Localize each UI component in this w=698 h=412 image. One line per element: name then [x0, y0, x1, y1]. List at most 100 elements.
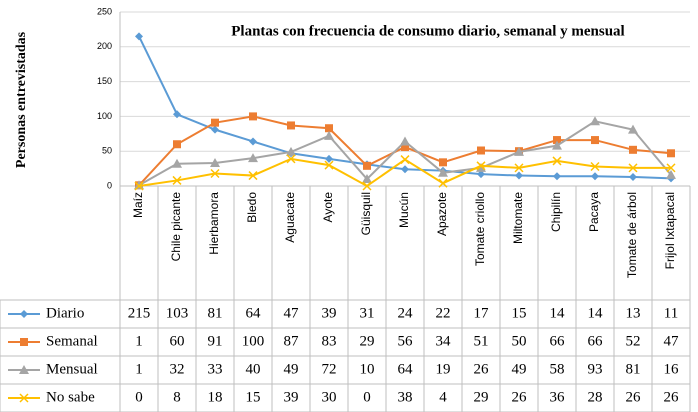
y-tick-label: 0 [107, 180, 112, 190]
marker [134, 180, 144, 190]
table-cell: 29 [360, 333, 375, 349]
marker [629, 145, 637, 154]
table-cell: 36 [550, 389, 566, 405]
table-cell: 1 [135, 361, 143, 377]
table-cell: 64 [398, 361, 414, 377]
marker [324, 160, 334, 170]
table-cell: 58 [550, 361, 565, 377]
x-tick-label: Bledo [245, 192, 259, 223]
table-cell: 49 [512, 361, 527, 377]
x-tick-label: Pacaya [587, 192, 601, 232]
marker [477, 146, 485, 155]
marker [134, 181, 144, 191]
y-tick-label: 250 [97, 6, 112, 16]
table-cell: 50 [512, 333, 527, 349]
marker [325, 124, 333, 133]
table-cell: 81 [626, 361, 641, 377]
x-tick-label: Chipilín [549, 192, 563, 232]
table-cell: 24 [398, 305, 414, 321]
table-cell: 103 [166, 305, 189, 321]
marker [476, 161, 486, 171]
x-tick-label: Frijol Ixtapacal [663, 192, 677, 269]
table-cell: 47 [284, 305, 300, 321]
marker [591, 172, 599, 181]
marker [211, 125, 219, 134]
marker [628, 124, 638, 134]
table-cell: 15 [246, 389, 261, 405]
marker [400, 136, 410, 146]
marker [173, 140, 181, 149]
table-cell: 0 [363, 389, 371, 405]
series-line [138, 35, 672, 180]
marker [211, 118, 219, 127]
x-tick-label: Miltomate [511, 192, 525, 244]
table-cell: 13 [626, 305, 641, 321]
table-cell: 0 [135, 389, 143, 405]
marker [552, 140, 562, 150]
marker [514, 163, 524, 173]
marker [666, 163, 676, 173]
marker [591, 136, 599, 145]
y-tick-label: 200 [97, 41, 112, 51]
table-cell: 14 [550, 305, 566, 321]
marker [439, 158, 447, 167]
x-tick-label: Tomate criollo [473, 192, 487, 266]
marker [362, 181, 372, 191]
y-tick-label: 150 [97, 76, 112, 86]
table-cell: 93 [588, 361, 603, 377]
marker [553, 136, 561, 145]
marker [20, 310, 28, 318]
marker [248, 171, 258, 181]
table-cell: 38 [398, 389, 413, 405]
table-cell: 26 [474, 361, 490, 377]
table-cell: 17 [474, 305, 490, 321]
marker [325, 154, 333, 163]
table-cell: 64 [246, 305, 262, 321]
marker [590, 116, 600, 126]
marker [477, 170, 485, 179]
table-cell: 11 [664, 305, 678, 321]
marker [363, 161, 371, 170]
x-tick-label: Tomate de árbol [625, 192, 639, 278]
table-cell: 39 [284, 389, 299, 405]
table-cell: 51 [474, 333, 489, 349]
table-cell: 60 [170, 333, 185, 349]
marker [553, 172, 561, 181]
marker [438, 167, 448, 177]
table-cell: 26 [626, 389, 642, 405]
chart-title: Plantas con frecuencia de consumo diario… [231, 23, 624, 39]
table-cell: 34 [436, 333, 452, 349]
table-cell: 91 [208, 333, 223, 349]
table-cell: 1 [135, 333, 143, 349]
marker [287, 121, 295, 130]
table-cell: 72 [322, 361, 337, 377]
marker [249, 137, 257, 146]
marker [20, 338, 28, 346]
table-cell: 10 [360, 361, 375, 377]
marker [401, 143, 409, 152]
marker [210, 158, 220, 168]
marker [667, 149, 675, 158]
legend-label: Semanal [46, 333, 98, 349]
x-tick-label: Maíz [131, 192, 145, 218]
marker [590, 161, 600, 172]
marker [552, 156, 562, 166]
marker [401, 165, 409, 174]
table-cell: 18 [208, 389, 223, 405]
y-axis-label: Personas entrevistadas [14, 31, 29, 168]
table-cell: 87 [284, 333, 300, 349]
table-cell: 30 [322, 389, 337, 405]
table-cell: 66 [588, 333, 604, 349]
marker [210, 168, 220, 179]
marker [515, 171, 523, 180]
table-cell: 15 [512, 305, 527, 321]
marker [629, 172, 637, 181]
table-cell: 47 [664, 333, 680, 349]
x-tick-label: Chile picante [169, 192, 183, 262]
table-cell: 14 [588, 305, 604, 321]
x-tick-label: Ayote [321, 192, 335, 223]
marker [19, 365, 29, 374]
x-tick-label: Aguacate [283, 192, 297, 243]
table-cell: 26 [664, 389, 680, 405]
